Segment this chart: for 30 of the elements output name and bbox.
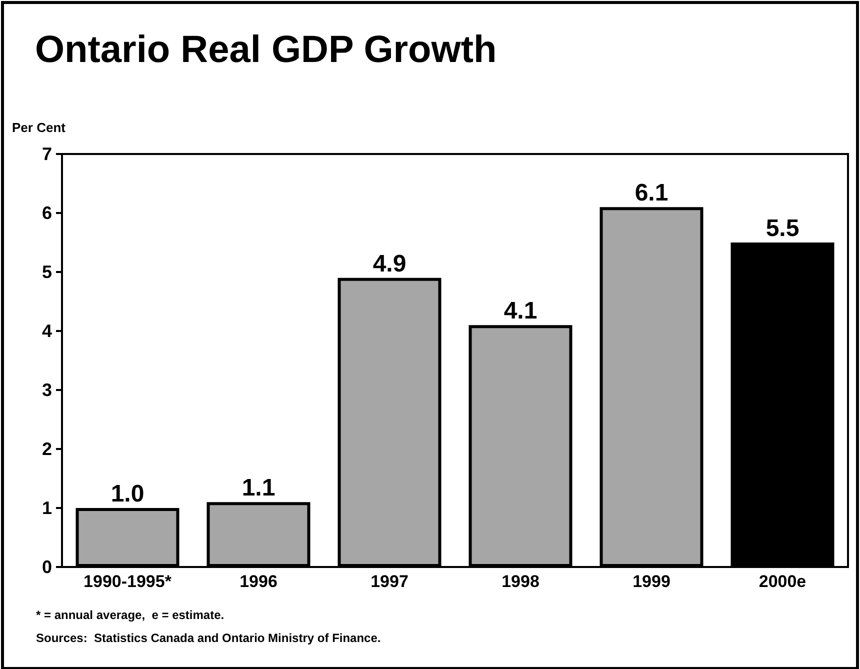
data-label: 1.0 — [110, 480, 144, 508]
y-tick-label: 4 — [42, 321, 52, 341]
y-axis-title: Per Cent — [12, 120, 66, 135]
bar — [600, 207, 704, 567]
x-tick-label: 1990-1995* — [84, 572, 172, 591]
x-tick-label: 1999 — [632, 572, 670, 591]
source-note: Sources: Statistics Canada and Ontario Ministry of Finance. — [36, 631, 381, 645]
y-tick-label: 1 — [42, 498, 52, 518]
bar — [76, 508, 180, 567]
x-tick-label: 1998 — [502, 572, 540, 591]
x-tick-label: 1997 — [370, 572, 408, 591]
bar — [730, 242, 834, 567]
data-label: 6.1 — [634, 180, 668, 207]
y-tick-label: 7 — [42, 144, 52, 164]
chart-title: Ontario Real GDP Growth — [35, 29, 497, 71]
data-label: 1.1 — [242, 474, 276, 502]
text: * = annual average, e = estimate. — [36, 608, 224, 622]
x-tick-label: 1996 — [240, 572, 278, 591]
data-label: 5.5 — [766, 215, 800, 242]
y-tick-label: 0 — [42, 557, 52, 577]
bar — [338, 278, 442, 567]
y-tick-label: 6 — [42, 203, 52, 223]
x-tick-label: 2000e — [758, 572, 806, 591]
y-tick-label: 5 — [42, 262, 52, 282]
bar — [206, 502, 310, 567]
y-tick-label: 3 — [42, 380, 52, 400]
bar — [468, 325, 572, 567]
y-tick-label: 2 — [42, 439, 52, 459]
data-label: 4.9 — [372, 250, 406, 278]
data-label: 4.1 — [504, 298, 538, 325]
